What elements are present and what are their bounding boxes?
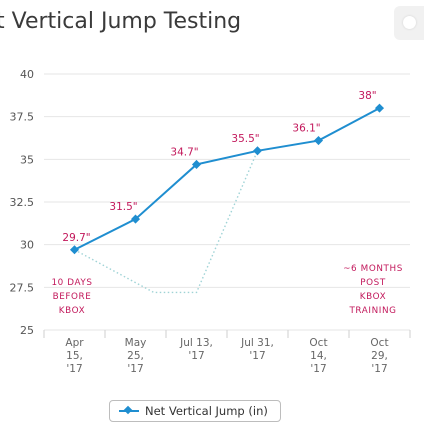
annotation-text: 10 DAYS BEFORE KBOX	[51, 278, 92, 316]
data-point	[374, 103, 385, 113]
data-point	[313, 136, 324, 146]
data-point	[252, 146, 263, 156]
annotation-text: ~6 MONTHS POST KBOX TRAINING	[343, 264, 403, 316]
y-tick-label: 30	[20, 239, 34, 252]
x-tick-label: May 25, '17	[125, 337, 147, 375]
series-line	[74, 107, 380, 251]
x-tick-label: Apr 15, '17	[65, 337, 84, 375]
y-tick-label: 40	[20, 68, 34, 81]
y-tick-label: 37.5	[10, 111, 35, 124]
data-point	[69, 245, 80, 255]
data-label: 35.5"	[231, 133, 259, 145]
chart-title: t Vertical Jump Testing	[0, 9, 242, 34]
dotted-guide-line	[74, 150, 259, 294]
chart-menu-button[interactable]	[394, 6, 424, 40]
menu-dot-icon	[403, 16, 416, 29]
x-tick-label: Oct 29, '17	[370, 337, 388, 375]
data-label: 31.5"	[109, 201, 137, 213]
y-tick-label: 35	[20, 153, 34, 166]
data-label: 38"	[358, 90, 376, 102]
data-label: 36.1"	[292, 123, 320, 135]
y-tick-label: 25	[20, 324, 34, 337]
data-label: 29.7"	[62, 232, 90, 244]
y-tick-label: 27.5	[10, 281, 35, 294]
x-tick-label: Oct 14, '17	[309, 337, 327, 375]
x-tick-label: Jul 31, '17	[240, 337, 274, 362]
x-tick-label: Jul 13, '17	[179, 337, 213, 362]
legend-label: Net Vertical Jump (in)	[145, 404, 268, 418]
legend-swatch-icon	[119, 405, 139, 416]
data-label: 34.7"	[170, 146, 198, 158]
legend[interactable]: Net Vertical Jump (in)	[109, 400, 281, 422]
data-point	[130, 214, 141, 224]
y-tick-label: 32.5	[10, 196, 35, 209]
